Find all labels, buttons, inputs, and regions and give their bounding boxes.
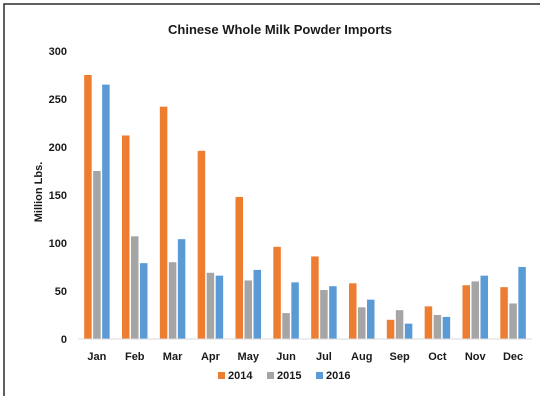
bar-2016-may: [253, 269, 261, 339]
bar-2015-jun: [282, 313, 290, 339]
legend-label: 2015: [277, 370, 301, 382]
bar-2015-dec: [509, 303, 517, 339]
bar-2015-aug: [358, 307, 366, 339]
bar-2016-jan: [102, 84, 110, 339]
y-tick-label: 250: [49, 94, 67, 106]
x-tick-label: Sep: [389, 351, 409, 363]
bar-2014-aug: [349, 283, 357, 339]
bar-2014-nov: [462, 285, 470, 339]
bar-2015-jan: [93, 171, 101, 339]
y-axis-title: Million Lbs.: [33, 162, 45, 223]
x-tick-label: Jul: [316, 351, 332, 363]
bar-2015-jul: [320, 290, 328, 339]
x-tick-label: Nov: [465, 351, 487, 363]
y-tick-label: 0: [61, 334, 67, 346]
bar-2014-sep: [386, 319, 395, 339]
x-tick-label: Dec: [503, 351, 523, 363]
bar-2015-sep: [395, 310, 404, 339]
x-tick-label: Jun: [276, 351, 296, 363]
x-tick-label: Mar: [163, 351, 183, 363]
bar-2015-mar: [168, 262, 177, 339]
x-tick-label: Oct: [428, 351, 447, 363]
bar-2014-jun: [273, 246, 281, 339]
y-tick-label: 200: [49, 142, 67, 154]
legend-swatch-2014: [218, 372, 225, 379]
bar-2014-jul: [311, 256, 319, 339]
bar-2015-nov: [471, 281, 479, 339]
legend-swatch-2016: [316, 372, 323, 379]
bar-2016-apr: [215, 275, 224, 339]
chart-border: [3, 3, 540, 396]
legend: 2014 2015 2016: [218, 370, 350, 382]
bar-2016-jun: [291, 282, 299, 339]
legend-label: 2016: [326, 370, 350, 382]
bar-2015-apr: [206, 272, 215, 339]
bar-2014-dec: [500, 287, 508, 339]
bar-2014-apr: [197, 150, 206, 339]
x-tick-label: Aug: [351, 351, 372, 363]
bar-2016-sep: [404, 323, 413, 339]
x-tick-label: Feb: [125, 351, 145, 363]
y-tick-label: 100: [49, 238, 67, 250]
bar-2014-jan: [84, 75, 92, 339]
legend-label: 2014: [228, 370, 253, 382]
x-tick-label: Jan: [87, 351, 106, 363]
bar-2016-feb: [140, 263, 148, 339]
y-axis: 0 50 100 150 200 250 300: [49, 46, 67, 346]
y-tick-label: 50: [55, 286, 67, 298]
bar-2016-oct: [442, 316, 451, 339]
bar-2014-feb: [122, 135, 130, 339]
bar-2014-mar: [159, 106, 168, 340]
bar-2015-oct: [433, 315, 442, 339]
bar-2016-dec: [518, 267, 526, 339]
x-tick-label: Apr: [201, 351, 221, 363]
bar-2014-may: [235, 196, 243, 339]
bar-2016-jul: [329, 286, 337, 339]
bar-2015-may: [244, 280, 252, 339]
bar-2016-mar: [177, 239, 186, 339]
bar-2014-oct: [424, 306, 433, 339]
chart-title: Chinese Whole Milk Powder Imports: [168, 22, 392, 37]
bar-2016-nov: [480, 275, 488, 339]
plot-area: [84, 75, 526, 340]
y-tick-label: 300: [49, 46, 67, 58]
legend-swatch-2015: [267, 372, 274, 379]
x-tick-label: May: [238, 351, 260, 363]
bar-2016-aug: [367, 299, 375, 339]
x-axis: Jan Feb Mar Apr May Jun Jul Aug Sep Oct Nov Dec: [87, 351, 523, 363]
bar-2015-feb: [131, 236, 139, 339]
y-tick-label: 150: [49, 190, 67, 202]
